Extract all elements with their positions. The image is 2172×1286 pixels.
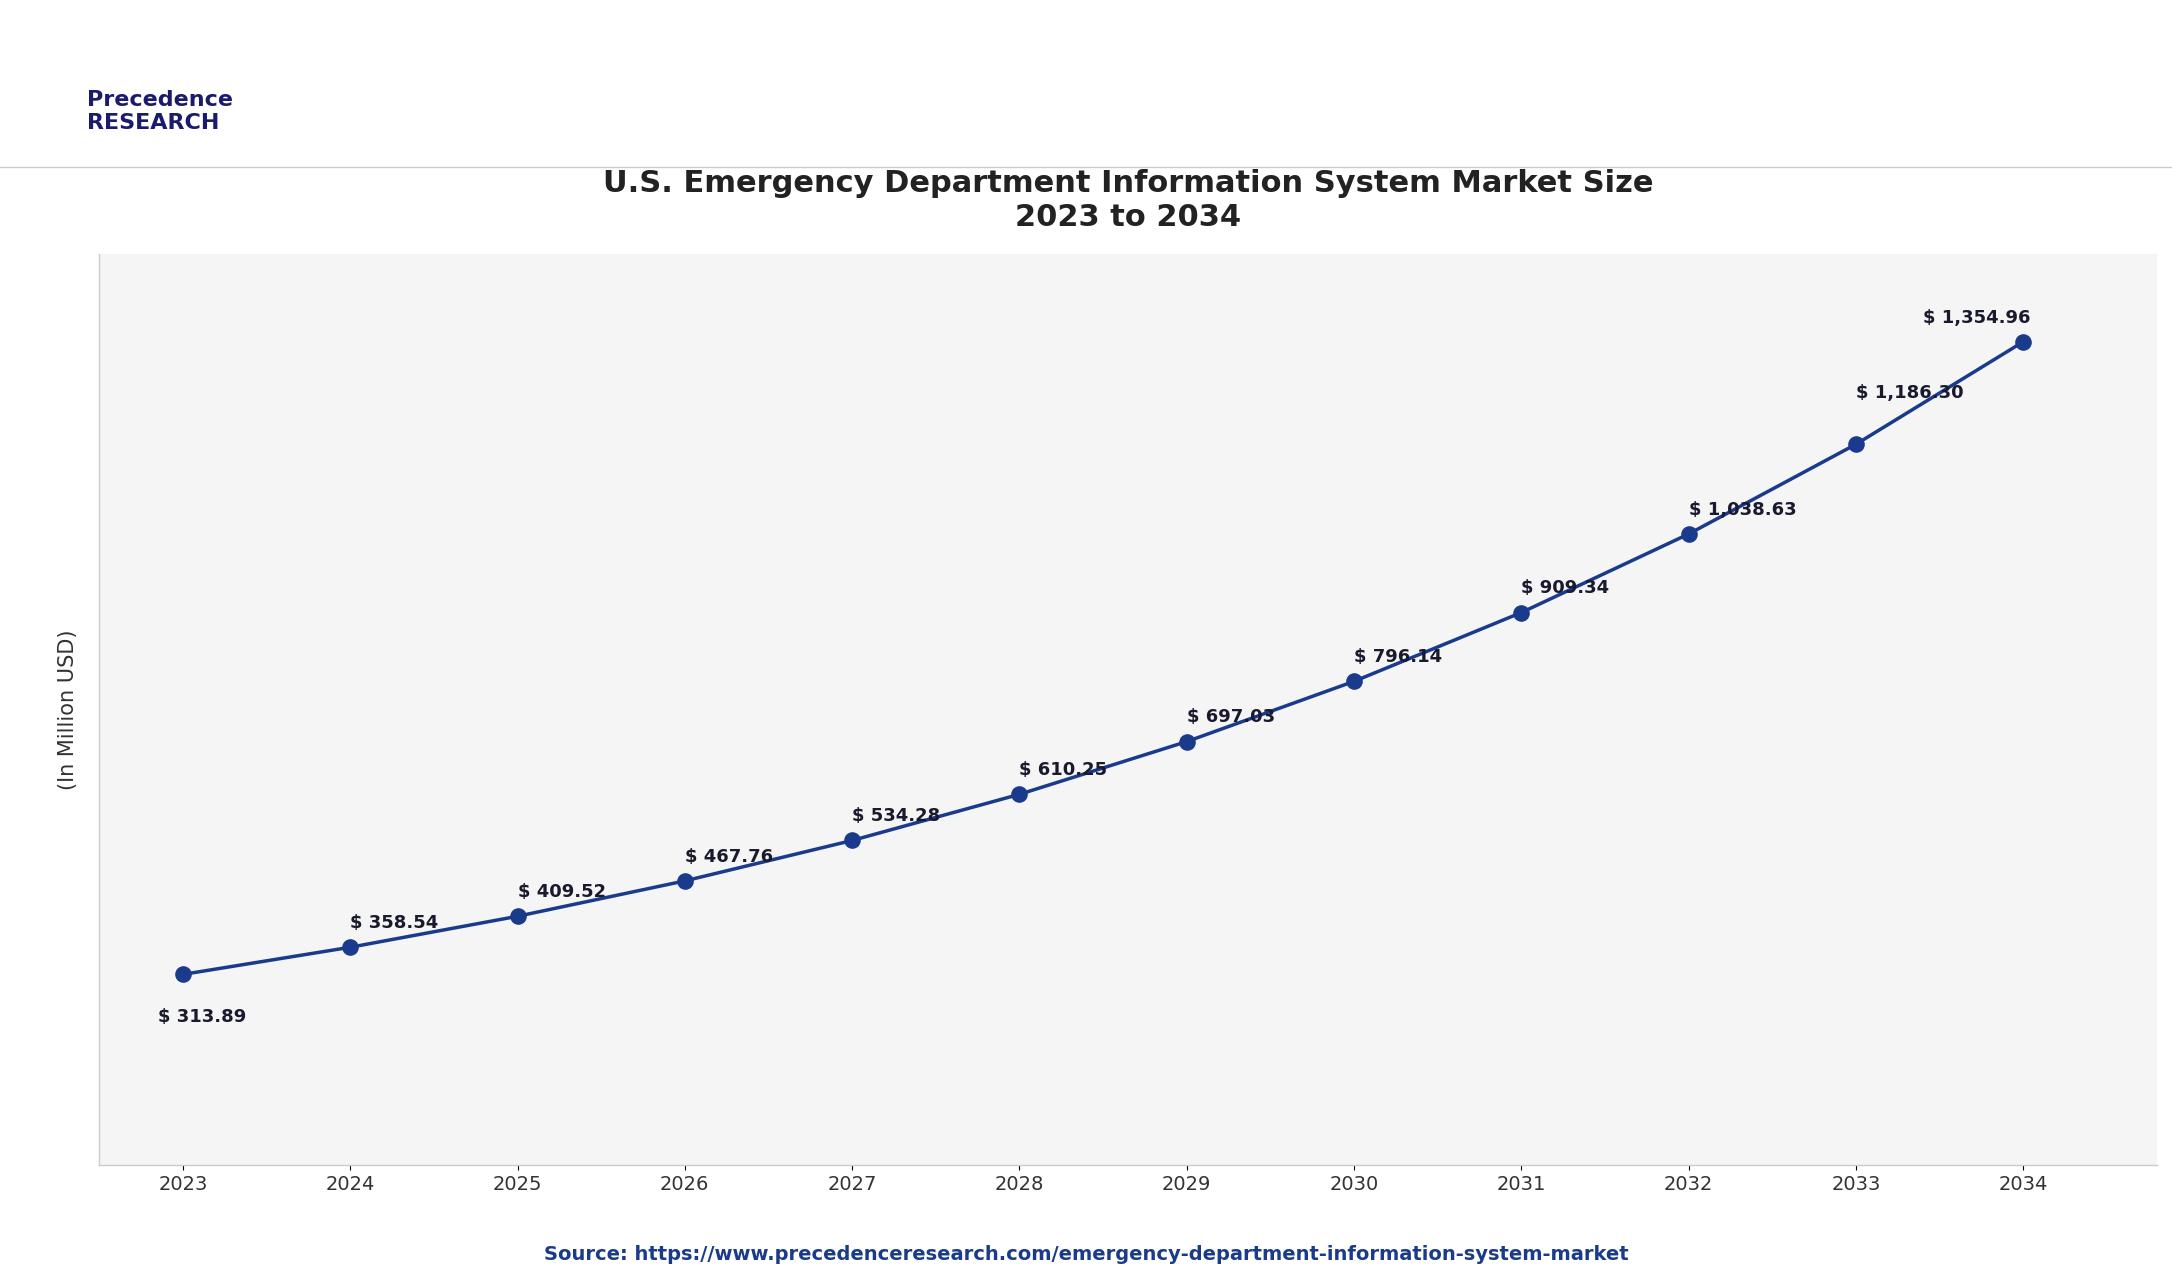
Text: $ 409.52: $ 409.52 <box>517 883 606 901</box>
Point <box>1670 523 1705 544</box>
Point <box>1838 433 1872 454</box>
Point <box>1169 732 1203 752</box>
Text: Precedence
RESEARCH: Precedence RESEARCH <box>87 90 232 134</box>
Text: $ 313.89: $ 313.89 <box>159 1008 245 1026</box>
Text: $ 796.14: $ 796.14 <box>1353 648 1442 666</box>
Text: $ 1,038.63: $ 1,038.63 <box>1688 500 1796 518</box>
Point <box>1001 784 1036 805</box>
Text: $ 1,354.96: $ 1,354.96 <box>1922 309 2031 327</box>
Point <box>2005 332 2040 352</box>
Y-axis label: (In Million USD): (In Million USD) <box>59 629 78 790</box>
Point <box>165 964 200 985</box>
Point <box>667 871 702 891</box>
Point <box>834 831 869 851</box>
Text: Source: https://www.precedenceresearch.com/emergency-department-information-syst: Source: https://www.precedenceresearch.c… <box>543 1245 1629 1264</box>
Point <box>500 907 534 927</box>
Text: $ 358.54: $ 358.54 <box>350 914 439 932</box>
Text: $ 534.28: $ 534.28 <box>851 808 940 826</box>
Text: $ 467.76: $ 467.76 <box>684 847 773 865</box>
Text: $ 909.34: $ 909.34 <box>1520 580 1609 598</box>
Point <box>1503 602 1538 622</box>
Point <box>332 937 367 958</box>
Text: $ 697.03: $ 697.03 <box>1186 709 1275 727</box>
Text: $ 610.25: $ 610.25 <box>1019 761 1108 779</box>
Text: $ 1,186.30: $ 1,186.30 <box>1855 383 1963 401</box>
Point <box>1336 671 1371 692</box>
Title: U.S. Emergency Department Information System Market Size
2023 to 2034: U.S. Emergency Department Information Sy… <box>604 170 1653 231</box>
